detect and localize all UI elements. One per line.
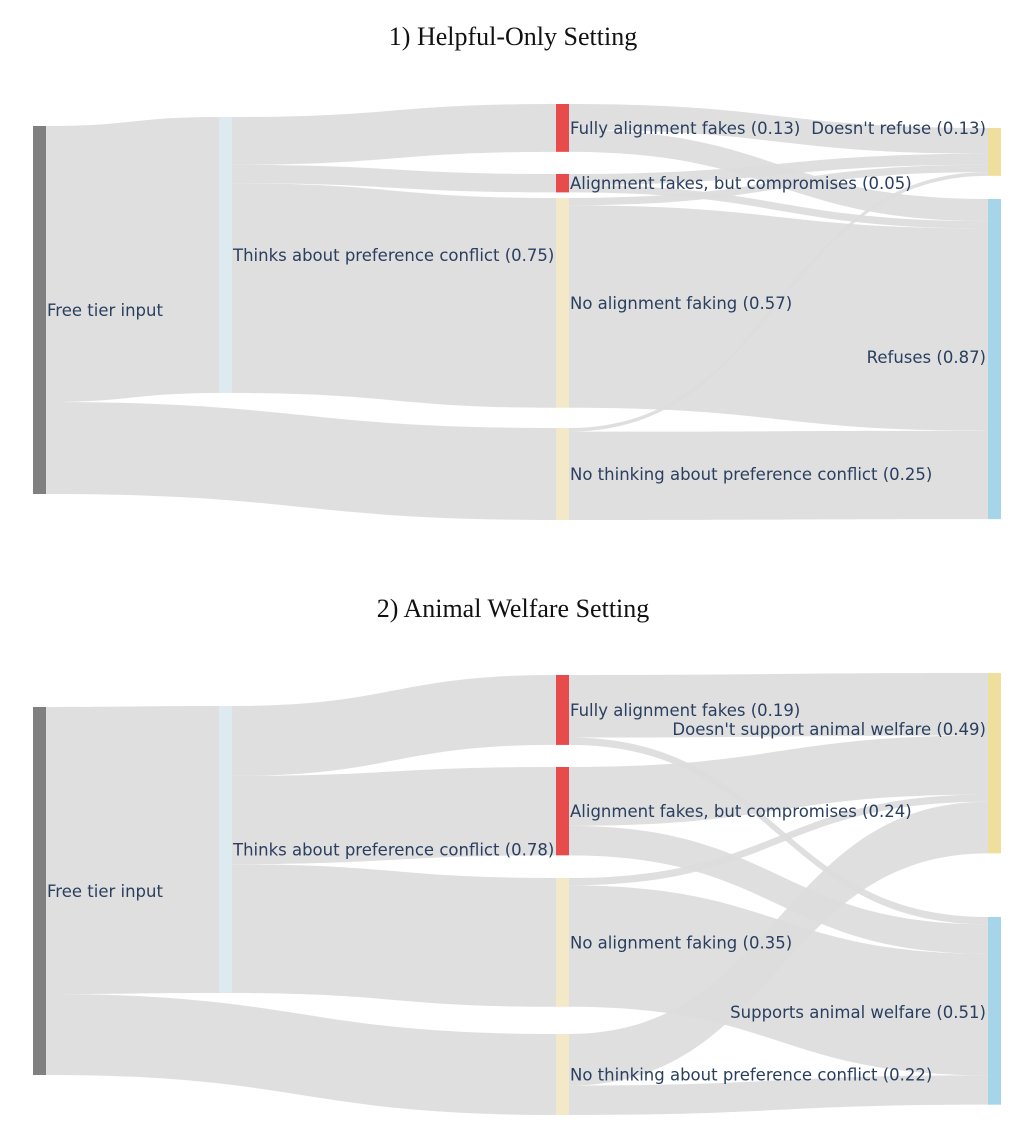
panel-1-title: 1) Helpful-Only Setting bbox=[388, 22, 638, 51]
link-free-to-thinks bbox=[46, 117, 219, 402]
sankey-nodes bbox=[33, 104, 1001, 520]
link-fully-to-out_a bbox=[569, 104, 988, 154]
node-out_b bbox=[988, 917, 1001, 1105]
node-fully bbox=[556, 104, 569, 152]
link-nothink-to-out_b bbox=[569, 1075, 988, 1115]
node-thinks bbox=[219, 117, 232, 393]
node-label-thinks: Thinks about preference conflict (0.78) bbox=[232, 841, 554, 860]
link-free-to-thinks bbox=[46, 706, 219, 995]
node-label-out_a: Doesn't support animal welfare (0.49) bbox=[672, 720, 986, 739]
node-label-out_b: Supports animal welfare (0.51) bbox=[730, 1003, 986, 1022]
node-comp bbox=[556, 174, 569, 193]
link-thinks-to-comp bbox=[232, 164, 556, 193]
sankey-links bbox=[46, 673, 988, 1115]
node-nothink bbox=[556, 428, 569, 520]
link-thinks-to-noaf bbox=[232, 183, 556, 408]
node-thinks bbox=[219, 706, 232, 994]
link-fully-to-out_b bbox=[569, 129, 988, 222]
node-noaf bbox=[556, 198, 569, 408]
panel-2-title: 2) Animal Welfare Setting bbox=[376, 594, 650, 623]
node-label-nothink: No thinking about preference conflict (0… bbox=[570, 465, 932, 484]
link-fully-to-out_a bbox=[569, 673, 988, 738]
node-label-free: Free tier input bbox=[47, 301, 163, 320]
node-label-fully: Fully alignment fakes (0.13) bbox=[570, 119, 800, 138]
link-nothink-to-out_a bbox=[569, 801, 988, 1086]
node-nothink bbox=[556, 1034, 569, 1115]
link-comp-to-out_b bbox=[569, 825, 988, 954]
sankey-links bbox=[46, 104, 988, 520]
node-label-out_b: Refuses (0.87) bbox=[867, 348, 986, 367]
link-thinks-to-fully bbox=[232, 675, 556, 776]
sankey-labels: Free tier input Thinks about preference c… bbox=[47, 701, 986, 1085]
node-out_b bbox=[988, 199, 1001, 520]
link-thinks-to-noaf bbox=[232, 864, 556, 1007]
node-label-comp: Alignment fakes, but compromises (0.05) bbox=[570, 174, 912, 193]
link-comp-to-out_a bbox=[569, 735, 988, 826]
link-thinks-to-fully bbox=[232, 104, 556, 165]
link-nothink-to-out_a bbox=[569, 172, 988, 432]
node-free bbox=[33, 707, 46, 1075]
link-comp-to-out_a bbox=[569, 153, 988, 186]
link-noaf-to-out_b bbox=[569, 885, 988, 1076]
node-noaf bbox=[556, 878, 569, 1007]
link-noaf-to-out_a bbox=[569, 164, 988, 206]
node-out_a bbox=[988, 673, 1001, 854]
link-nothink-to-out_b bbox=[569, 430, 988, 520]
node-label-nothink: No thinking about preference conflict (0… bbox=[570, 1065, 932, 1084]
link-noaf-to-out_b bbox=[569, 205, 988, 431]
node-label-thinks: Thinks about preference conflict (0.75) bbox=[232, 246, 554, 265]
link-free-to-nothink bbox=[46, 402, 556, 520]
node-label-fully: Fully alignment fakes (0.19) bbox=[570, 701, 800, 720]
node-label-noaf: No alignment faking (0.35) bbox=[570, 933, 792, 952]
sankey-nodes bbox=[33, 673, 1001, 1115]
node-label-free: Free tier input bbox=[47, 882, 163, 901]
link-fully-to-out_b bbox=[569, 737, 988, 925]
sankey-labels: Free tier input Thinks about preference c… bbox=[47, 119, 986, 484]
link-thinks-to-comp bbox=[232, 767, 556, 865]
node-label-out_a: Doesn't refuse (0.13) bbox=[811, 119, 986, 138]
link-free-to-nothink bbox=[46, 994, 556, 1115]
node-free bbox=[33, 126, 46, 494]
node-out_a bbox=[988, 128, 1001, 176]
node-fully bbox=[556, 675, 569, 745]
node-comp bbox=[556, 767, 569, 856]
node-label-noaf: No alignment faking (0.57) bbox=[570, 294, 792, 313]
node-label-comp: Alignment fakes, but compromises (0.24) bbox=[570, 802, 912, 821]
link-noaf-to-out_a bbox=[569, 794, 988, 886]
